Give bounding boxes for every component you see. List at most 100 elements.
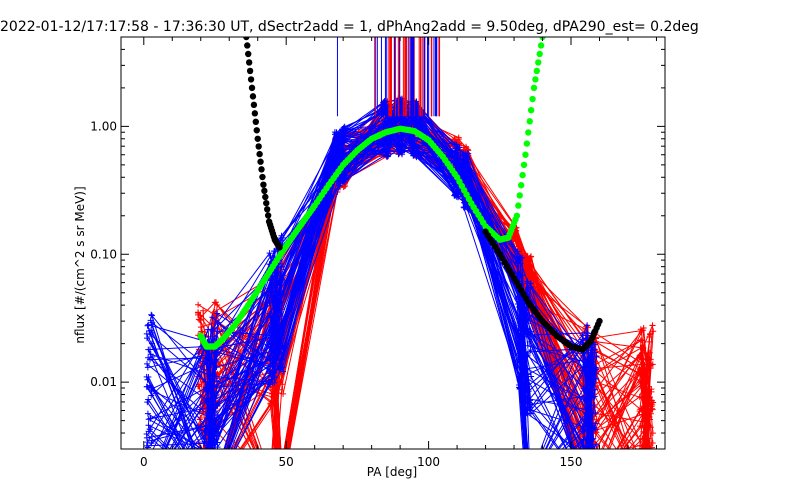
blue-plus-marker bbox=[584, 450, 590, 456]
blue-plus-marker bbox=[413, 154, 420, 161]
y-axis-label: nflux [#/(cm^2 s sr MeV)] bbox=[73, 186, 87, 343]
blue-plus-marker bbox=[213, 425, 220, 432]
blue-plus-marker bbox=[524, 484, 530, 490]
blue-plus-marker bbox=[590, 484, 596, 490]
red-plus-marker bbox=[580, 484, 586, 490]
blue-plus-marker bbox=[202, 484, 208, 490]
red-plus-marker bbox=[267, 484, 273, 490]
blue-plus-marker bbox=[143, 373, 150, 380]
red-plus-marker bbox=[647, 484, 653, 490]
red-plus-marker bbox=[639, 361, 646, 368]
blue-plus-marker bbox=[398, 142, 405, 149]
blue-plus-marker bbox=[584, 449, 590, 455]
red-plus-marker bbox=[451, 136, 458, 143]
blue-plus-marker bbox=[340, 125, 347, 132]
red-plus-marker bbox=[213, 484, 219, 490]
red-plus-marker bbox=[210, 484, 216, 490]
blue-plus-marker bbox=[145, 422, 152, 429]
red-plus-marker bbox=[213, 484, 219, 490]
blue-plus-marker bbox=[460, 164, 467, 171]
green-fit-dot bbox=[526, 118, 533, 125]
blue-plus-marker bbox=[588, 484, 594, 490]
red-plus-marker bbox=[196, 317, 203, 324]
blue-plus-marker bbox=[339, 146, 346, 153]
red-plus-marker bbox=[280, 484, 286, 490]
green-fit-dot bbox=[523, 140, 531, 147]
blue-plus-marker bbox=[211, 484, 217, 490]
red-plus-marker bbox=[649, 484, 655, 490]
blue-plus-marker bbox=[339, 177, 346, 184]
red-plus-marker bbox=[278, 484, 284, 490]
x-axis-label: PA [deg] bbox=[367, 465, 417, 479]
blue-plus-marker bbox=[267, 253, 274, 260]
blue-plus-marker bbox=[144, 484, 150, 490]
red-plus-marker bbox=[269, 394, 276, 401]
blue-plus-marker bbox=[144, 322, 151, 329]
red-plus-marker bbox=[582, 484, 588, 490]
blue-plus-marker bbox=[382, 148, 389, 155]
red-plus-marker bbox=[267, 484, 273, 490]
red-plus-marker bbox=[272, 484, 278, 490]
black-fit-dot bbox=[259, 173, 266, 181]
red-plus-marker bbox=[650, 328, 657, 335]
blue-plus-marker bbox=[589, 466, 595, 472]
red-plus-marker bbox=[280, 484, 286, 490]
blue-plus-marker bbox=[465, 205, 472, 212]
red-plus-marker bbox=[593, 484, 599, 490]
red-plus-marker bbox=[580, 484, 586, 490]
blue-plus-marker bbox=[527, 484, 533, 490]
blue-plus-marker bbox=[589, 484, 595, 490]
blue-plus-marker bbox=[591, 364, 598, 371]
red-plus-marker bbox=[269, 484, 275, 490]
blue-plus-marker bbox=[213, 351, 220, 358]
blue-plus-marker bbox=[144, 439, 151, 446]
blue-plus-marker bbox=[212, 484, 218, 490]
red-plus-marker bbox=[638, 484, 644, 490]
blue-plus-marker bbox=[214, 484, 220, 490]
blue-plus-marker bbox=[333, 129, 340, 136]
blue-plus-marker bbox=[593, 441, 600, 448]
blue-plus-marker bbox=[211, 484, 217, 490]
blue-plus-marker bbox=[514, 358, 521, 365]
red-plus-marker bbox=[278, 484, 284, 490]
red-plus-marker bbox=[582, 484, 588, 490]
red-plus-marker bbox=[278, 484, 284, 490]
blue-plus-marker bbox=[205, 484, 211, 490]
red-plus-marker bbox=[647, 458, 653, 464]
green-fit-dot bbox=[537, 42, 545, 49]
blue-plus-marker bbox=[410, 140, 417, 147]
blue-plus-marker bbox=[517, 272, 524, 279]
black-fit-dot bbox=[276, 244, 283, 251]
black-fit-dot bbox=[245, 50, 252, 58]
red-plus-marker bbox=[640, 484, 646, 490]
red-plus-marker bbox=[280, 484, 286, 490]
blue-plus-marker bbox=[592, 420, 599, 427]
red-plus-marker bbox=[592, 484, 598, 490]
green-fit-dot bbox=[522, 151, 529, 158]
red-plus-marker bbox=[199, 484, 205, 490]
red-plus-marker bbox=[637, 484, 643, 490]
x-tick-label: 0 bbox=[140, 455, 148, 469]
blue-plus-marker bbox=[523, 484, 529, 490]
blue-plus-marker bbox=[270, 370, 277, 377]
red-plus-marker bbox=[200, 484, 206, 490]
blue-plus-marker bbox=[588, 344, 595, 351]
blue-trace-group bbox=[143, 95, 600, 490]
red-plus-marker bbox=[272, 484, 278, 490]
blue-plus-marker bbox=[528, 484, 534, 490]
blue-plus-marker bbox=[589, 359, 596, 366]
red-plus-marker bbox=[639, 461, 645, 467]
blue-plus-marker bbox=[202, 384, 209, 391]
blue-plus-marker bbox=[211, 484, 217, 490]
blue-plus-marker bbox=[210, 484, 216, 490]
blue-plus-marker bbox=[592, 426, 599, 433]
blue-plus-marker bbox=[213, 378, 220, 385]
red-plus-marker bbox=[647, 424, 654, 431]
blue-trace-line bbox=[151, 100, 583, 449]
red-plus-marker bbox=[647, 410, 654, 417]
red-plus-marker bbox=[593, 484, 599, 490]
red-plus-marker bbox=[584, 484, 590, 490]
blue-plus-marker bbox=[452, 191, 459, 198]
blue-plus-marker bbox=[212, 484, 218, 490]
blue-plus-marker bbox=[589, 484, 595, 490]
